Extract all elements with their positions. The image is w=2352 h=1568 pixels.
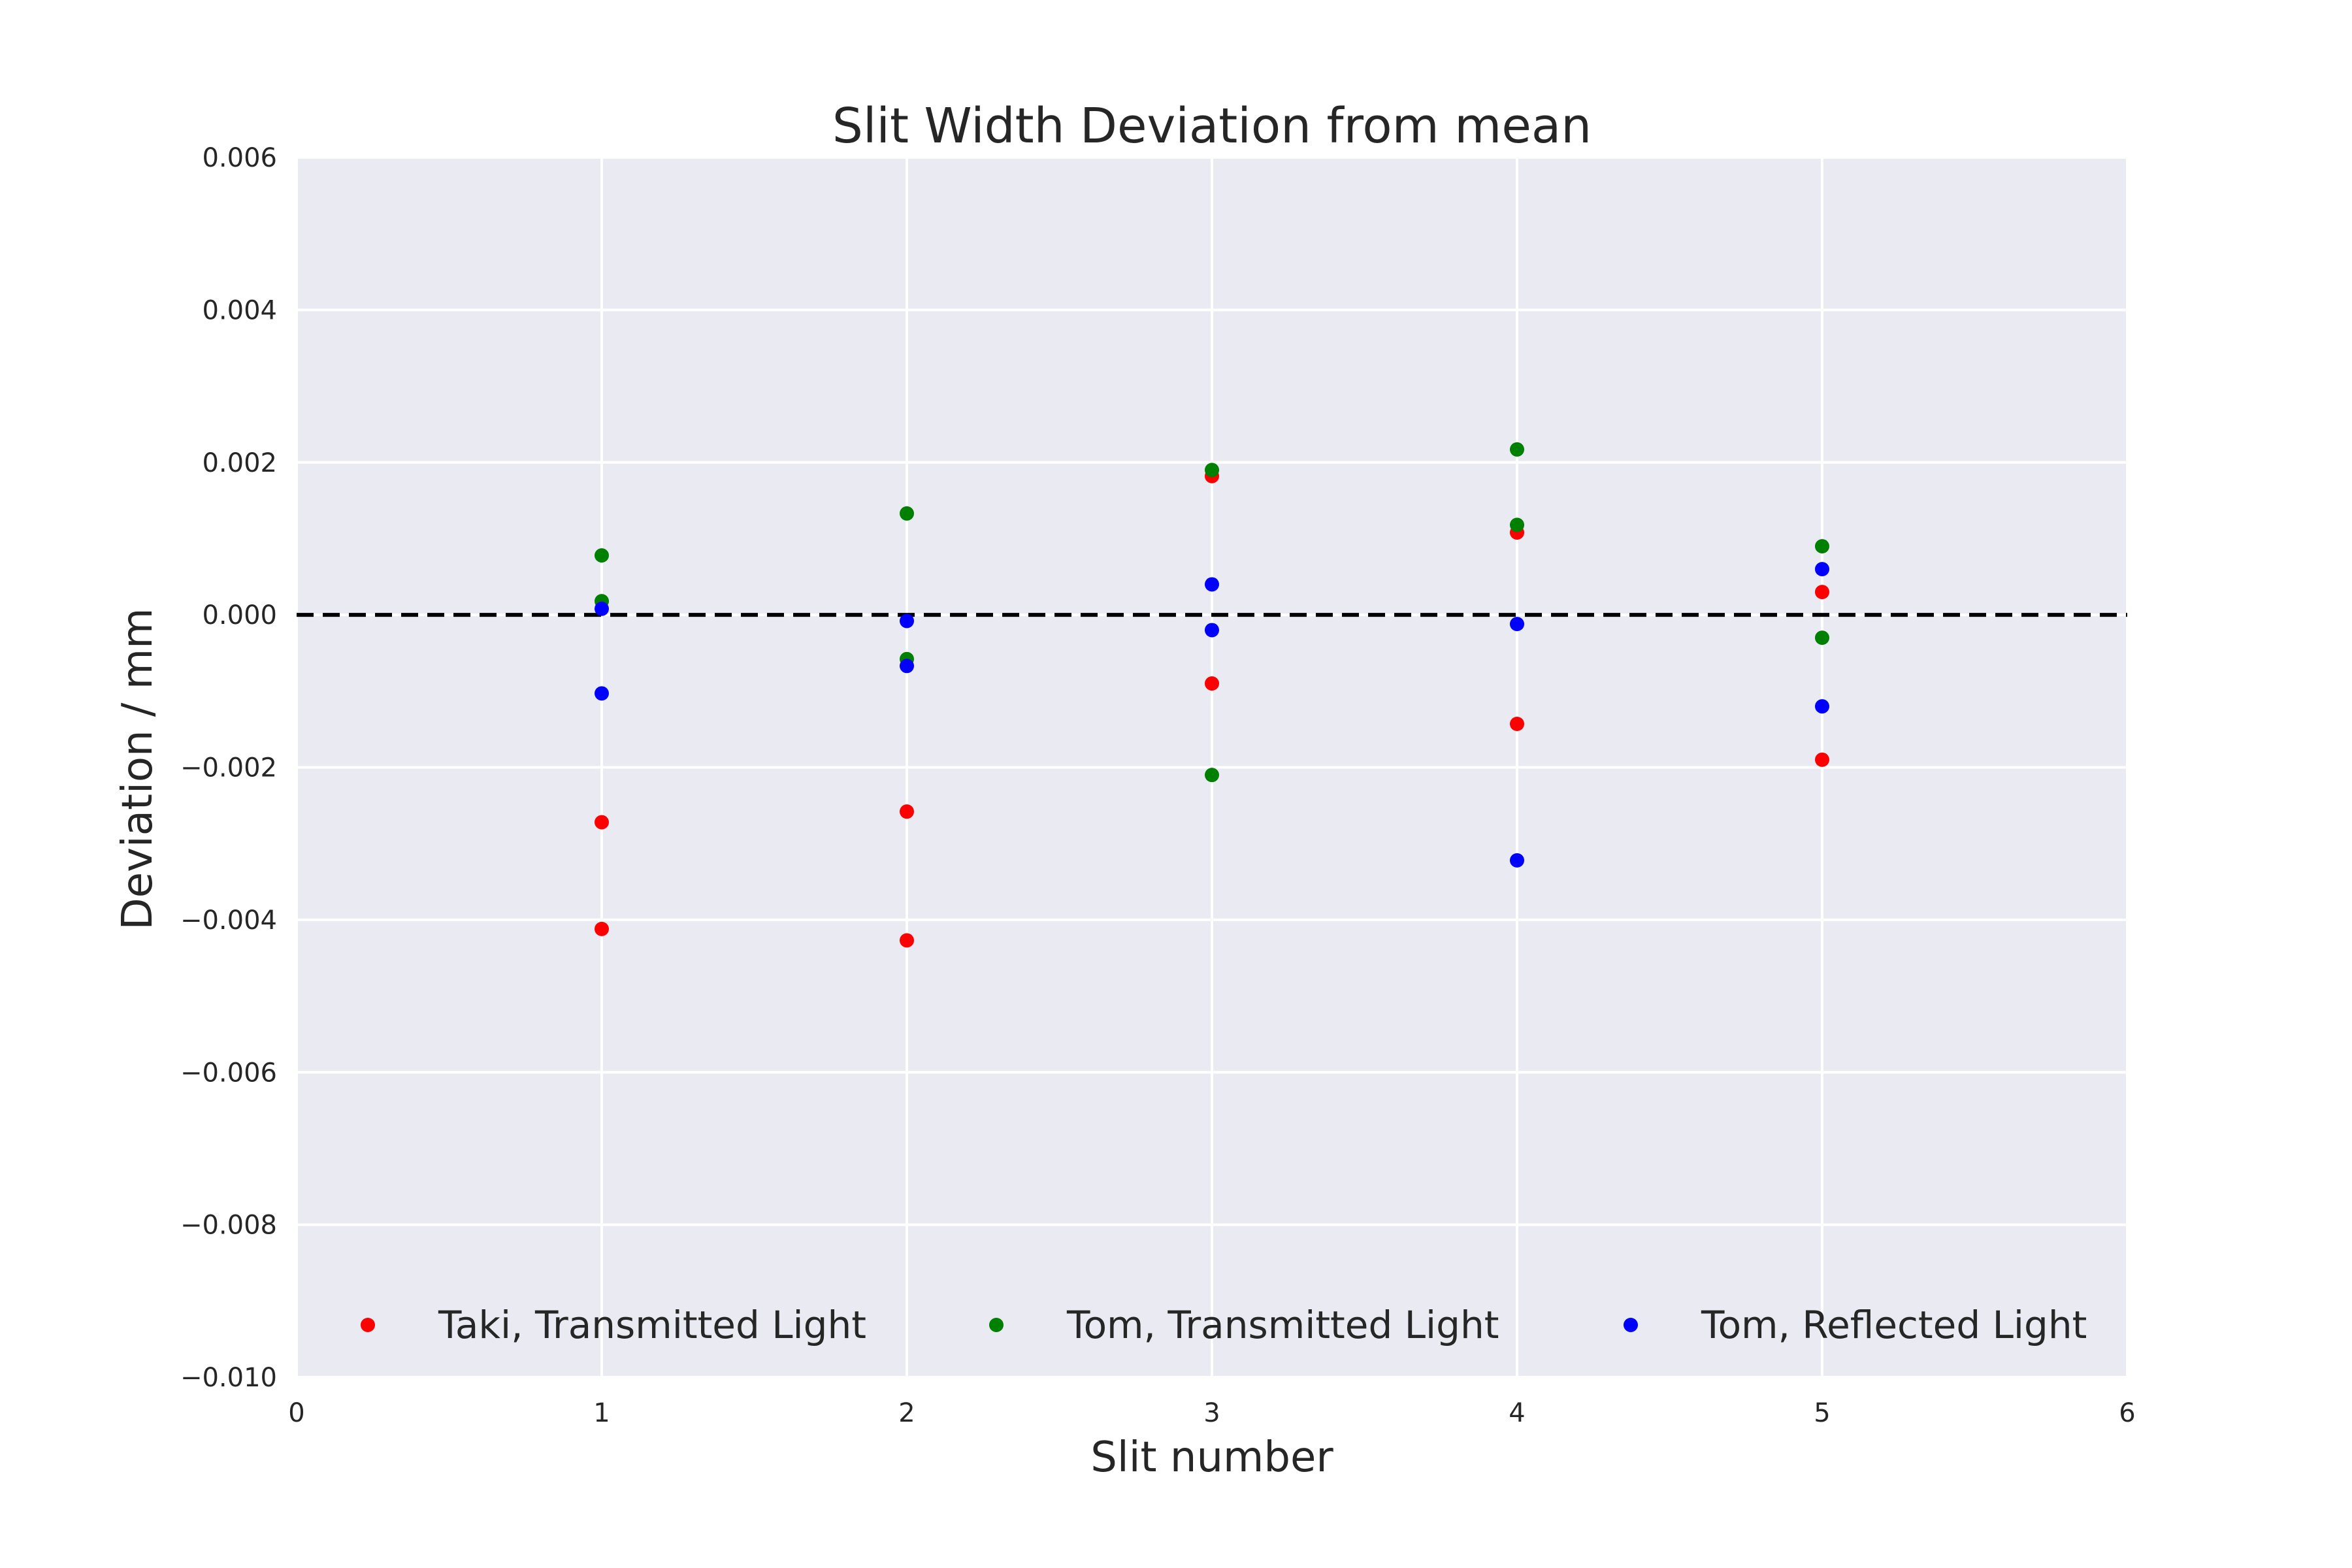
data-point-series-1 — [595, 921, 609, 936]
x-tick-label: 3 — [1203, 1398, 1220, 1428]
data-point-series-1 — [1815, 752, 1829, 767]
legend-label-series-3: Tom, Reflected Light — [1701, 1303, 2087, 1347]
data-point-series-2 — [900, 506, 914, 521]
data-point-series-2 — [1510, 442, 1524, 457]
x-tick-label: 0 — [288, 1398, 304, 1428]
x-axis-label: Slit number — [1090, 1433, 1333, 1482]
data-point-series-1 — [900, 804, 914, 819]
data-point-series-3 — [1815, 562, 1829, 577]
data-point-series-2 — [1205, 768, 1219, 783]
data-point-series-2 — [1205, 463, 1219, 478]
data-points — [595, 442, 1829, 948]
data-point-series-2 — [1815, 630, 1829, 645]
x-tick-labels: 0 1 2 3 4 5 6 — [288, 1398, 2135, 1428]
y-tick-label: 0.004 — [202, 295, 277, 325]
data-point-series-3 — [1205, 623, 1219, 638]
x-tick-label: 1 — [593, 1398, 610, 1428]
data-point-series-3 — [1510, 853, 1524, 868]
data-point-series-3 — [900, 659, 914, 674]
chart-title: Slit Width Deviation from mean — [832, 98, 1592, 154]
data-point-series-3 — [1205, 577, 1219, 592]
x-tick-label: 4 — [1509, 1398, 1525, 1428]
legend-marker-series-2 — [989, 1318, 1004, 1332]
legend-label-series-1: Taki, Transmitted Light — [438, 1303, 866, 1347]
legend-label-series-2: Tom, Transmitted Light — [1066, 1303, 1499, 1347]
x-tick-label: 5 — [1814, 1398, 1830, 1428]
y-tick-label: 0.002 — [202, 448, 277, 478]
y-tick-label: −0.006 — [180, 1058, 277, 1088]
y-tick-label: 0.006 — [202, 143, 277, 173]
data-point-series-3 — [595, 686, 609, 701]
data-point-series-1 — [1205, 676, 1219, 691]
data-point-series-1 — [900, 933, 914, 948]
data-point-series-2 — [1510, 517, 1524, 532]
data-point-series-2 — [595, 548, 609, 563]
x-tick-label: 2 — [898, 1398, 915, 1428]
y-tick-label: 0.000 — [202, 600, 277, 630]
data-point-series-1 — [1815, 585, 1829, 600]
data-point-series-3 — [900, 613, 914, 629]
data-point-series-1 — [1510, 716, 1524, 731]
data-point-series-3 — [1510, 617, 1524, 632]
legend-marker-series-3 — [1624, 1318, 1638, 1332]
legend-marker-series-1 — [361, 1318, 375, 1332]
x-tick-label: 6 — [2119, 1398, 2135, 1428]
y-tick-label: −0.008 — [180, 1211, 277, 1241]
y-tick-label: −0.002 — [180, 753, 277, 783]
data-point-series-3 — [595, 601, 609, 616]
y-tick-label: −0.010 — [180, 1363, 277, 1393]
y-tick-labels: −0.010 −0.008 −0.006 −0.004 −0.002 0.000 0.002… — [180, 143, 277, 1393]
legend: Taki, Transmitted Light Tom, Transmitted … — [361, 1303, 2087, 1347]
y-tick-label: −0.004 — [180, 906, 277, 936]
data-point-series-1 — [595, 815, 609, 830]
data-point-series-3 — [1815, 699, 1829, 714]
y-axis-label: Deviation / mm — [114, 608, 162, 930]
data-point-series-2 — [1815, 539, 1829, 554]
